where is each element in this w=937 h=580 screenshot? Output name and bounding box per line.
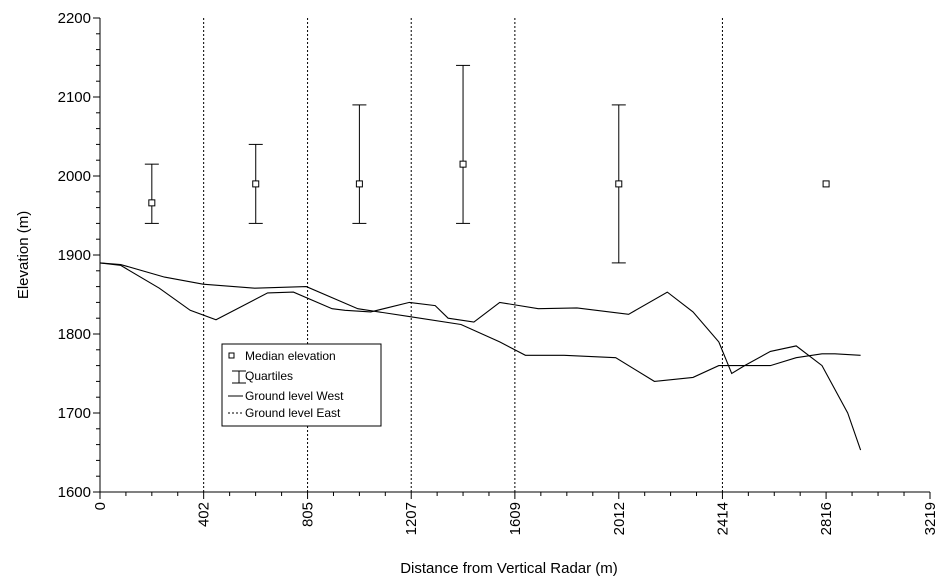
x-tick-label: 805: [300, 502, 317, 527]
y-tick-label: 1700: [58, 405, 91, 422]
legend-item-median: Median elevation: [228, 349, 336, 363]
series-line-ground-level-east: [99, 262, 862, 451]
median-marker: [355, 180, 363, 188]
x-tick-label: 402: [196, 502, 213, 527]
x-tick-label: 0: [92, 502, 109, 510]
x-axis-title: Distance from Vertical Radar (m): [400, 560, 618, 577]
y-tick-label: 2200: [58, 10, 91, 27]
median-marker: [252, 180, 260, 188]
median-markers: [148, 160, 830, 207]
legend-label-east: Ground level East: [245, 406, 341, 420]
median-marker: [148, 199, 156, 207]
legend-label-median: Median elevation: [245, 349, 336, 363]
x-tick-label: 1609: [507, 502, 524, 535]
x-tick-label: 2816: [818, 502, 835, 535]
x-tick-label: 2414: [714, 502, 731, 535]
legend-box: [221, 343, 382, 427]
y-tick-label: 1800: [58, 326, 91, 343]
series-lines: [99, 262, 862, 451]
y-tick-label: 2000: [58, 168, 91, 185]
x-tick-label: 1207: [403, 502, 420, 535]
y-tick-label: 2100: [58, 89, 91, 106]
legend-item-west: Ground level West: [228, 389, 344, 403]
tick-labels: 1600 1700 1800 1900 2000 2100 2200 0 402 805 1207 1…: [58, 10, 937, 535]
x-tick-label: 2012: [611, 502, 628, 535]
x-tick-label: 3219: [922, 502, 937, 535]
legend: Median elevation Quartiles Ground level …: [221, 343, 382, 427]
legend-label-west: Ground level West: [245, 389, 344, 403]
axes: [93, 17, 931, 499]
median-marker: [615, 180, 623, 188]
median-marker: [822, 180, 830, 188]
quartile-errorbars: [144, 64, 626, 264]
y-axis-title: Elevation (m): [15, 211, 32, 299]
series-line-ground-level-west: [99, 262, 861, 382]
legend-label-quartiles: Quartiles: [245, 369, 293, 383]
legend-item-quartiles: Quartiles: [232, 369, 293, 384]
y-tick-label: 1900: [58, 247, 91, 264]
legend-item-east: Ground level East: [228, 406, 341, 420]
vertical-guide-lines: [203, 18, 723, 492]
median-marker: [459, 160, 467, 168]
y-tick-label: 1600: [58, 484, 91, 501]
legend-square-icon: [228, 352, 235, 359]
